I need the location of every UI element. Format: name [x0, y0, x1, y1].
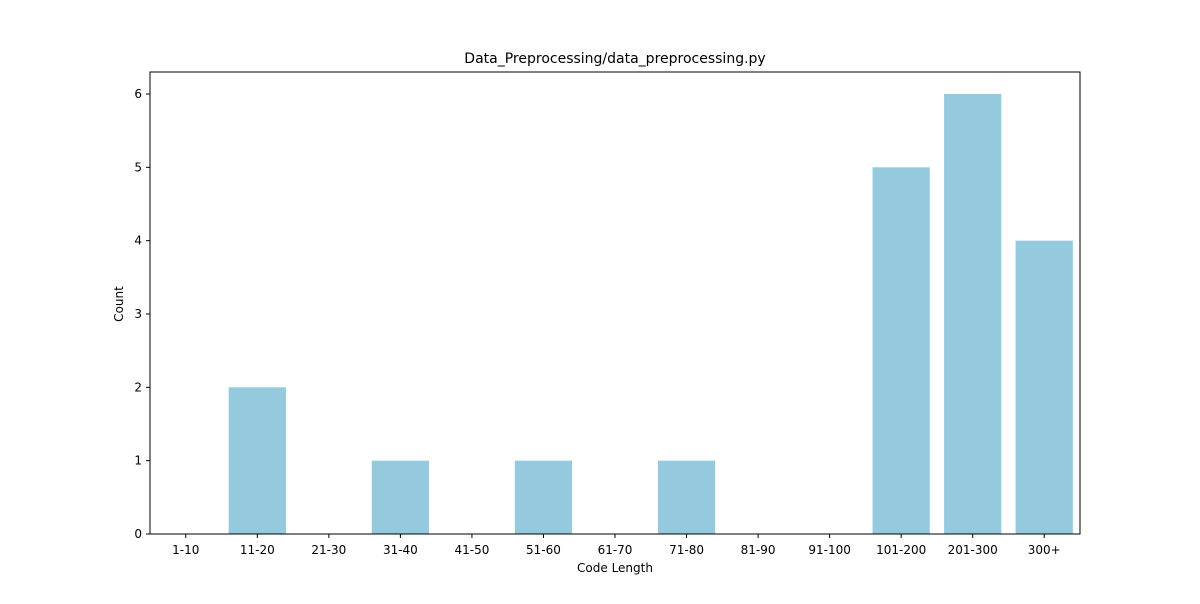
y-tick-label: 2 — [134, 380, 142, 394]
bar-11-20 — [228, 387, 286, 534]
y-tick-label: 5 — [134, 160, 142, 174]
x-tick-label: 91-100 — [808, 543, 851, 557]
x-tick-label: 31-40 — [383, 543, 418, 557]
plot-frame — [149, 71, 1081, 535]
bar-31-40 — [371, 460, 429, 534]
x-axis-label: Code Length — [577, 561, 653, 575]
bars-group — [228, 94, 1073, 535]
x-tick-label: 201-300 — [948, 543, 998, 557]
x-tick-label: 81-90 — [741, 543, 776, 557]
y-axis-label: Count — [112, 286, 126, 322]
y-tick-label: 3 — [134, 307, 142, 321]
x-tick-label: 21-30 — [311, 543, 346, 557]
x-tick-label: 51-60 — [526, 543, 561, 557]
x-axis: 1-10 11-20 21-30 31-40 41-50 51-60 61-70 71-80 8… — [172, 534, 1061, 557]
bar-300+ — [1015, 240, 1073, 534]
x-tick-label: 41-50 — [454, 543, 489, 557]
bar-101-200 — [872, 167, 930, 535]
y-axis: 0 1 2 3 4 5 6 — [134, 87, 150, 541]
x-tick-label: 71-80 — [669, 543, 704, 557]
x-tick-label: 61-70 — [598, 543, 633, 557]
y-tick-label: 1 — [134, 454, 142, 468]
bar-51-60 — [514, 460, 573, 534]
bar-71-80 — [657, 460, 716, 534]
y-tick-label: 0 — [134, 527, 142, 541]
x-tick-label: 11-20 — [240, 543, 275, 557]
bar-201-300 — [944, 94, 1002, 534]
x-tick-label: 300+ — [1028, 543, 1061, 557]
y-tick-label: 6 — [134, 87, 142, 101]
chart-title: Data_Preprocessing/data_preprocessing.py — [464, 51, 765, 67]
x-tick-label: 101-200 — [876, 543, 926, 557]
x-tick-label: 1-10 — [172, 543, 199, 557]
y-tick-label: 4 — [134, 234, 142, 248]
